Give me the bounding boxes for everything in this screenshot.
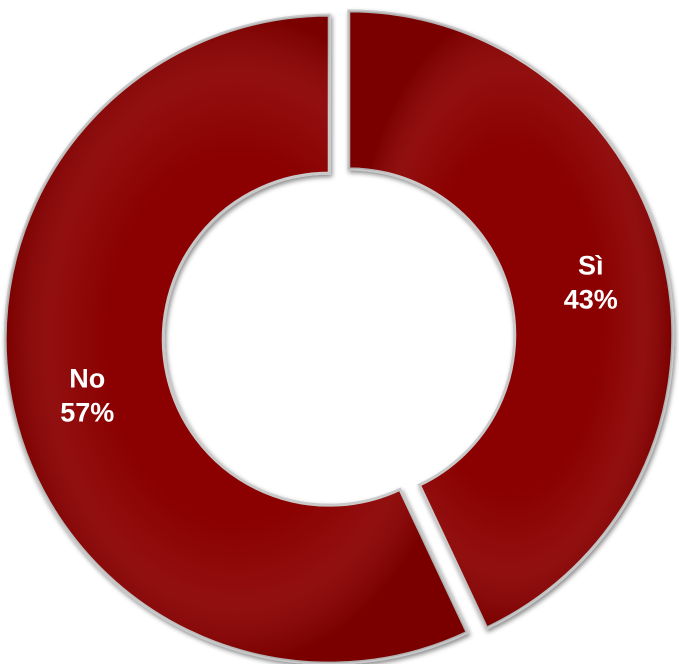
slice-name-label: No <box>69 363 105 393</box>
slice-value-label: 57% <box>60 397 114 427</box>
slice-value-label: 43% <box>564 285 618 315</box>
slice-name-label: Sì <box>578 251 604 281</box>
